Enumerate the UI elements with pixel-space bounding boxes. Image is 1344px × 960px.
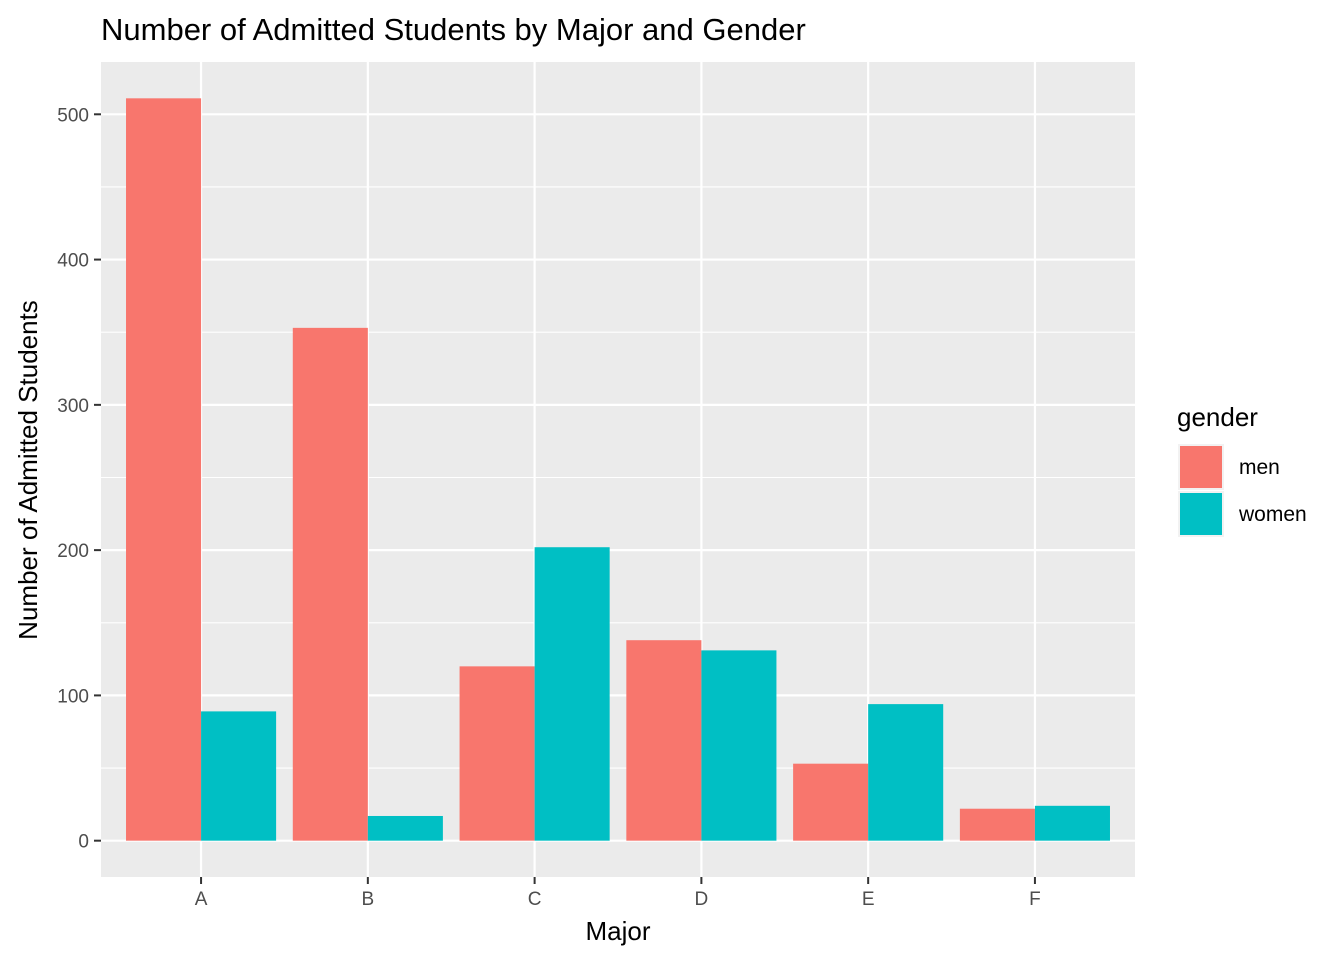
bar-women-B: [367, 815, 443, 841]
legend-title: gender: [1177, 402, 1258, 432]
x-tick-label: B: [361, 889, 374, 910]
bar-women-A: [201, 711, 277, 841]
y-tick-label: 100: [57, 686, 89, 707]
bar-men-D: [626, 640, 702, 841]
y-axis: 0 100 200 300 400 500: [57, 105, 101, 853]
legend: gender men women: [1177, 402, 1307, 537]
legend-label-women: women: [1238, 503, 1307, 526]
x-tick-label: C: [528, 889, 542, 910]
y-tick-label: 200: [57, 541, 89, 562]
bar-women-F: [1034, 805, 1110, 841]
bars: [126, 98, 1110, 841]
legend-key-men: [1180, 446, 1222, 488]
bar-women-C: [534, 547, 610, 841]
y-tick-label: 400: [57, 251, 89, 272]
legend-label-men: men: [1239, 456, 1280, 479]
y-tick-label: 300: [57, 396, 89, 417]
y-axis-title: Number of Admitted Students: [13, 300, 43, 640]
legend-key-women: [1180, 493, 1222, 535]
x-tick-label: D: [695, 889, 709, 910]
bar-women-E: [868, 704, 944, 841]
bar-men-F: [959, 808, 1035, 841]
y-tick-label: 500: [57, 105, 89, 126]
y-tick-label: 0: [78, 832, 89, 853]
x-tick-label: F: [1029, 889, 1041, 910]
bar-women-D: [701, 650, 777, 841]
bar-men-E: [793, 763, 869, 841]
bar-men-A: [126, 98, 202, 841]
chart-title: Number of Admitted Students by Major and…: [101, 12, 806, 47]
x-axis: A B C D E F: [195, 877, 1041, 910]
bar-men-C: [459, 666, 535, 841]
x-tick-label: A: [195, 889, 208, 910]
x-axis-title: Major: [585, 916, 650, 946]
grid-major: [101, 62, 1135, 877]
bar-men-B: [292, 327, 368, 841]
x-tick-label: E: [862, 889, 875, 910]
